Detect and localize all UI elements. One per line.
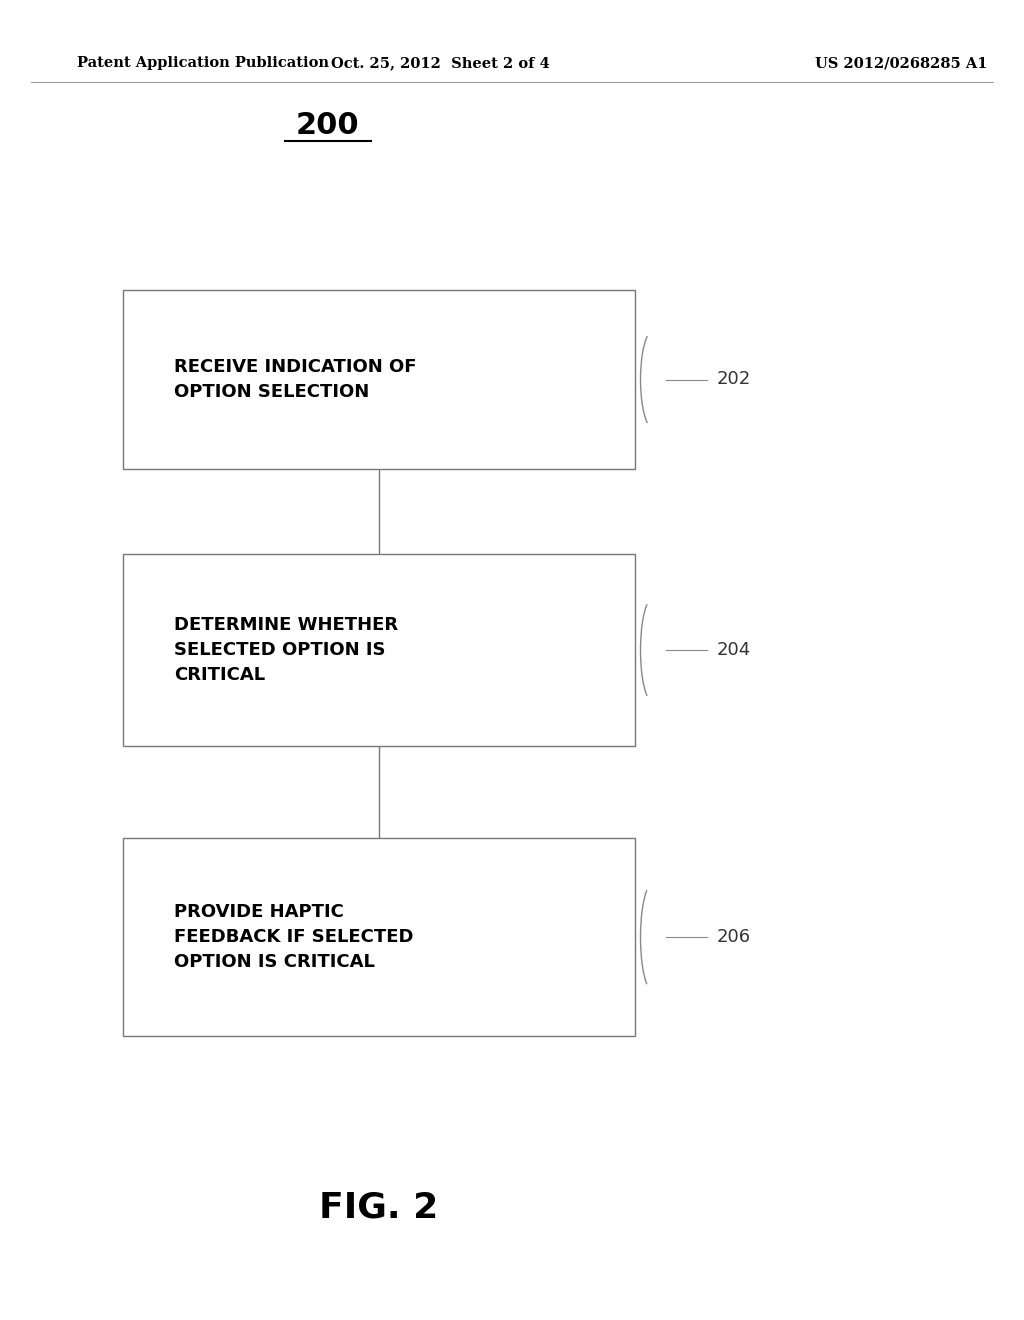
Text: 206: 206 xyxy=(717,928,751,946)
Text: US 2012/0268285 A1: US 2012/0268285 A1 xyxy=(815,57,987,70)
Bar xyxy=(123,290,635,469)
Text: 200: 200 xyxy=(296,111,359,140)
Text: RECEIVE INDICATION OF
OPTION SELECTION: RECEIVE INDICATION OF OPTION SELECTION xyxy=(174,358,417,401)
Text: FIG. 2: FIG. 2 xyxy=(319,1191,438,1225)
Text: DETERMINE WHETHER
SELECTED OPTION IS
CRITICAL: DETERMINE WHETHER SELECTED OPTION IS CRI… xyxy=(174,616,398,684)
Bar xyxy=(123,554,635,746)
Text: 202: 202 xyxy=(717,371,751,388)
Text: Patent Application Publication: Patent Application Publication xyxy=(77,57,329,70)
Text: 204: 204 xyxy=(717,642,751,659)
Bar xyxy=(123,838,635,1036)
Text: PROVIDE HAPTIC
FEEDBACK IF SELECTED
OPTION IS CRITICAL: PROVIDE HAPTIC FEEDBACK IF SELECTED OPTI… xyxy=(174,903,414,972)
Text: Oct. 25, 2012  Sheet 2 of 4: Oct. 25, 2012 Sheet 2 of 4 xyxy=(331,57,550,70)
